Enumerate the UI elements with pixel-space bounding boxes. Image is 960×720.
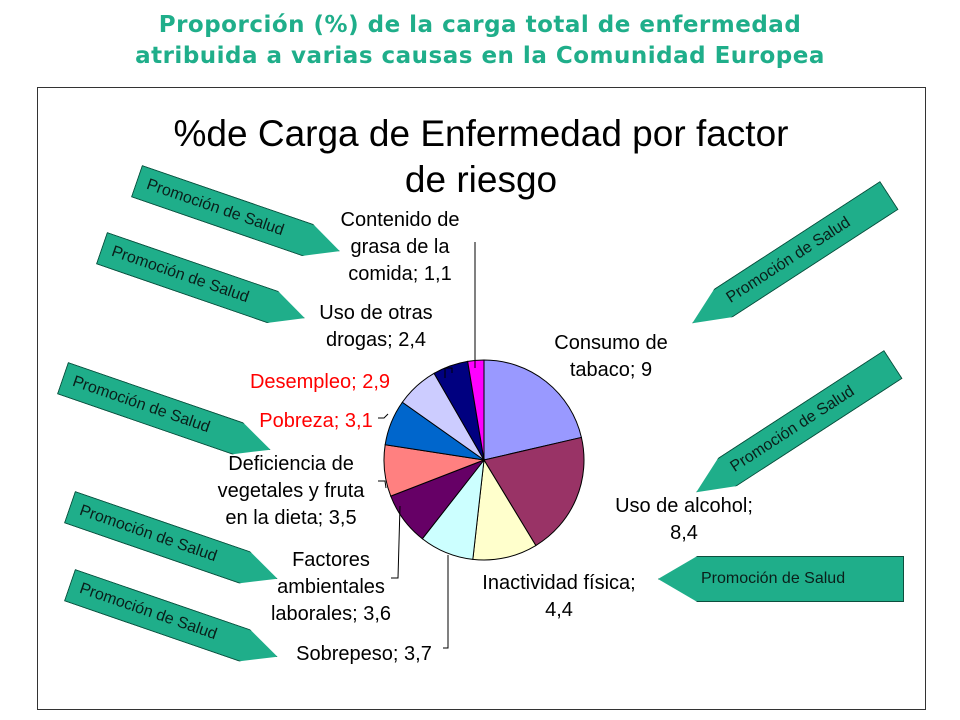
pie-slice-1 bbox=[483, 359, 583, 461]
slice-label-5-line-2: ambientales bbox=[277, 576, 385, 598]
slice-label-9-line-2: drogas; 2,4 bbox=[326, 329, 426, 351]
chart-title-line-2: de riesgo bbox=[405, 159, 557, 200]
slice-label-10-line-1: Contenido de bbox=[341, 209, 460, 231]
leader-line-6 bbox=[443, 555, 449, 649]
slice-label-8-line-1: Desempleo; 2,9 bbox=[250, 371, 390, 393]
slice-label-6-line-3: en la dieta; 3,5 bbox=[225, 507, 356, 529]
leader-lines bbox=[378, 242, 476, 649]
page-title: Proporción (%) de la carga total de enfe… bbox=[0, 10, 960, 72]
slice-label-1-line-2: tabaco; 9 bbox=[570, 359, 652, 381]
slice-label-2-line-2: 8,4 bbox=[670, 522, 698, 544]
page-title-line-2: atribuida a varias causas en la Comunida… bbox=[135, 43, 825, 69]
slice-label-6-line-1: Deficiencia de bbox=[228, 453, 354, 475]
slice-label-3-line-2: 4,4 bbox=[545, 599, 573, 621]
pie-chart: %de Carga de Enfermedad por factor de ri… bbox=[174, 113, 789, 665]
slice-label-10-line-2: grasa de la bbox=[351, 236, 451, 258]
chart-frame: %de Carga de Enfermedad por factor de ri… bbox=[37, 87, 926, 710]
leader-line-3 bbox=[378, 413, 389, 419]
leader-line-5 bbox=[391, 505, 401, 579]
slice-label-5-line-3: laborales; 3,6 bbox=[271, 603, 391, 625]
promo-banner-label: Promoción de Salud bbox=[701, 570, 846, 587]
slice-label-10-line-3: comida; 1,1 bbox=[348, 263, 451, 285]
slice-label-6-line-2: vegetales y fruta bbox=[218, 480, 366, 502]
promo-banner-8: Promoción de Salud bbox=[658, 556, 904, 602]
pie-slice-2 bbox=[483, 436, 585, 547]
pie-slice-10 bbox=[467, 359, 485, 461]
slice-labels: Consumo de tabaco; 9 Uso de alcohol; 8,4 Ina… bbox=[218, 209, 753, 665]
chart-title-line-1: %de Carga de Enfermedad por factor bbox=[174, 113, 789, 154]
leader-line-4 bbox=[378, 480, 387, 489]
slice-label-5-line-1: Factores bbox=[292, 549, 370, 571]
leader-line-2 bbox=[444, 367, 453, 378]
slice-label-9-line-1: Uso de otras bbox=[319, 302, 432, 324]
slice-label-1-line-1: Consumo de bbox=[554, 332, 667, 354]
pie-slices bbox=[383, 359, 585, 561]
slice-label-7-line-1: Pobreza; 3,1 bbox=[259, 410, 372, 432]
slice-label-4-line-1: Sobrepeso; 3,7 bbox=[296, 643, 432, 665]
slice-label-2-line-1: Uso de alcohol; bbox=[615, 495, 753, 517]
page-title-line-1: Proporción (%) de la carga total de enfe… bbox=[158, 12, 802, 38]
slice-label-3-line-1: Inactividad física; bbox=[482, 572, 635, 594]
